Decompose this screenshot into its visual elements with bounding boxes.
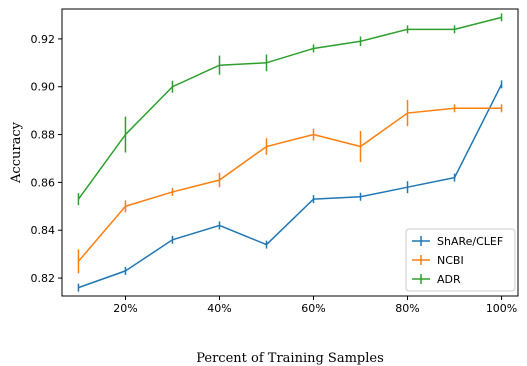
y-axis-title: Accuracy — [9, 121, 24, 184]
series-1 — [77, 99, 503, 274]
y-tick-label: 0.84 — [31, 224, 56, 237]
x-tick-label: 80% — [395, 302, 419, 315]
x-tick-label: 60% — [301, 302, 325, 315]
plot-area — [77, 13, 503, 292]
series-line — [78, 84, 503, 289]
y-tick-label: 0.82 — [31, 272, 56, 285]
x-tick-label: 100% — [486, 302, 517, 315]
legend-label: NCBI — [437, 254, 464, 267]
series-0 — [77, 80, 503, 292]
legend-box — [405, 228, 516, 292]
plot-frame — [61, 8, 519, 297]
legend: ShARe/CLEF NCBI ADR — [405, 228, 516, 292]
x-tick-label: 20% — [113, 302, 137, 315]
series-line — [77, 107, 502, 262]
legend-label: ADR — [437, 273, 461, 286]
y-tick-label: 0.88 — [31, 129, 56, 142]
series-2 — [77, 13, 503, 206]
series-line — [77, 16, 502, 200]
x-tick-label: 40% — [207, 302, 231, 315]
y-axis: 0.82 0.84 0.86 0.88 0.90 0.92 — [31, 33, 62, 285]
x-axis: 20% 40% 60% 80% 100% — [113, 296, 517, 315]
x-axis-title: Percent of Training Samples — [196, 351, 384, 366]
legend-label: ShARe/CLEF — [437, 235, 503, 248]
y-tick-label: 0.90 — [31, 81, 56, 94]
y-tick-label: 0.86 — [31, 176, 56, 189]
y-tick-label: 0.92 — [31, 33, 56, 46]
